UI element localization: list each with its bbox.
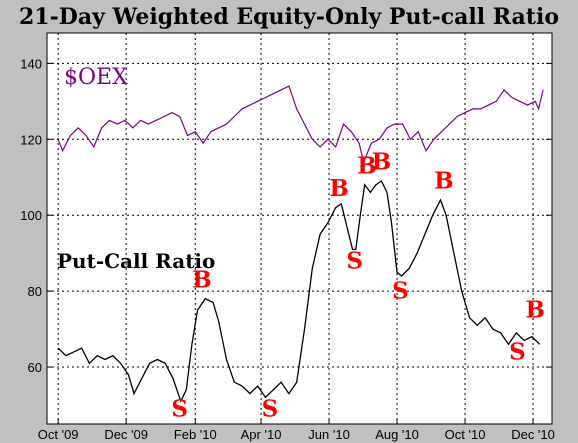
legend-label-oex: $OEX (64, 65, 128, 90)
chart-title: 21-Day Weighted Equity-Only Put-call Rat… (19, 4, 559, 30)
annotation-s: S (262, 395, 279, 422)
x-tick-label: Dec '10 (511, 427, 555, 442)
annotation-b: B (434, 168, 453, 195)
annotation-s: S (392, 278, 409, 305)
annotation-b: B (526, 297, 545, 324)
x-tick-label: Aug '10 (375, 427, 419, 442)
annotation-b: B (372, 149, 391, 176)
legend-label-put-call-ratio: Put-Call Ratio (57, 249, 215, 273)
y-tick-label: 140 (20, 56, 42, 71)
y-tick-label: 100 (20, 208, 42, 223)
plot-frame (46, 32, 553, 425)
annotation-b: B (357, 152, 376, 179)
x-tick-label: Oct '10 (445, 427, 486, 442)
x-tick-label: Oct '09 (38, 427, 79, 442)
gridlines (47, 33, 552, 424)
x-tick-label: Feb '10 (174, 427, 217, 442)
annotation-s: S (509, 338, 526, 365)
y-tick-label: 60 (28, 360, 42, 375)
y-tick-label: 120 (20, 132, 42, 147)
series-line-put-call-ratio (57, 180, 541, 403)
annotation-s: S (346, 247, 363, 274)
x-tick-label: Apr '10 (241, 427, 282, 442)
x-tick-label: Jun '10 (308, 427, 350, 442)
x-tick-label: Dec '09 (104, 427, 148, 442)
annotation-s: S (171, 395, 188, 422)
x-axis: Oct '09 Dec '09 Feb '10 Apr '10 Jun '10 Aug '… (38, 418, 555, 442)
annotation-b: B (329, 175, 348, 202)
annotation-b: B (192, 266, 211, 293)
y-tick-label: 80 (28, 284, 42, 299)
series-line-oex (57, 85, 544, 165)
y-axis: 60 80 100 120 140 (20, 56, 552, 375)
